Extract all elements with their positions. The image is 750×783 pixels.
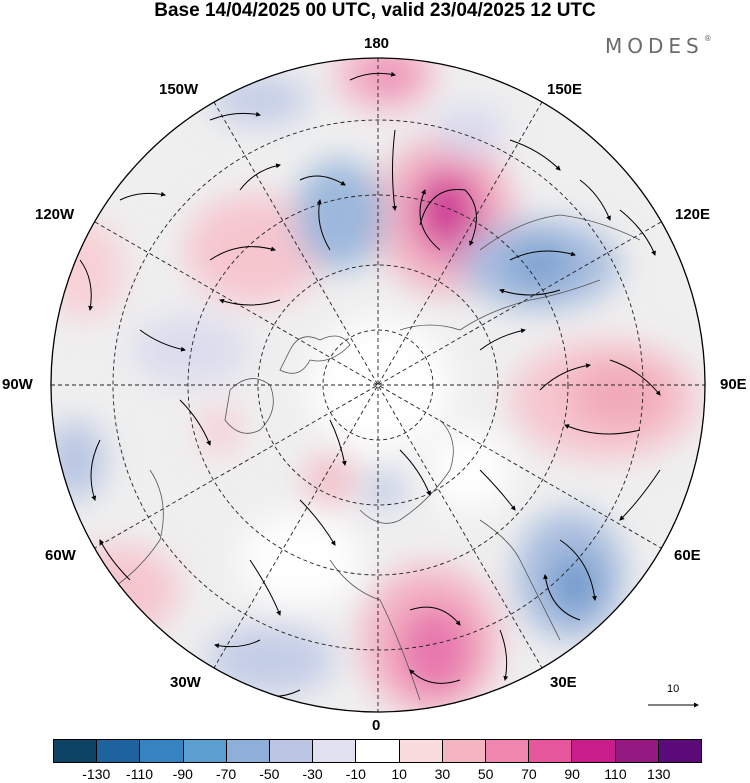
colorbar-swatch: [226, 740, 271, 762]
colorbar-tick-label: -30: [302, 766, 323, 782]
vector-scale-label: 10: [667, 683, 680, 695]
colorbar-tick-label: 110: [604, 766, 627, 782]
colorbar: [53, 739, 702, 763]
colorbar-swatch: [356, 740, 400, 762]
lon-label-30e: 30E: [550, 674, 577, 691]
colorbar-tick-label: -10: [345, 766, 366, 782]
graticule: [51, 58, 705, 712]
colorbar-tick-label: 30: [434, 766, 451, 782]
colorbar-swatch: [270, 740, 314, 762]
colorbar-swatch: [572, 740, 616, 762]
lon-label-120w: 120W: [35, 206, 75, 223]
colorbar-tick-label: 90: [564, 766, 580, 782]
colorbar-tick-label: -130: [82, 766, 111, 782]
lon-label-30w: 30W: [170, 674, 201, 691]
colorbar-tick-label: -50: [259, 766, 280, 782]
colorbar-swatch: [658, 740, 702, 762]
colorbar-swatch: [183, 740, 227, 762]
colorbar-swatch: [442, 740, 487, 762]
wind-vectors: [79, 71, 661, 699]
map-boundary: [50, 57, 706, 713]
colorbar-tick-label: 70: [521, 766, 537, 782]
colorbar-swatch: [399, 740, 443, 762]
modes-logo: MODES®: [605, 34, 712, 58]
colorbar-tick-label: -70: [215, 766, 237, 782]
colorbar-swatch: [54, 740, 98, 762]
colorbar-tick-label: -110: [126, 766, 154, 782]
registered-mark: ®: [703, 34, 712, 43]
colorbar-swatch: [140, 740, 184, 762]
anomaly-field: [51, 58, 705, 712]
colorbar-swatch: [615, 740, 659, 762]
colorbar-tick-label: 130: [647, 766, 671, 782]
lon-label-120e: 120E: [675, 206, 711, 223]
colorbar-swatch: [486, 740, 530, 762]
colorbar-swatch: [97, 740, 141, 762]
lon-label-90w: 90W: [2, 376, 33, 393]
map-title: Base 14/04/2025 00 UTC, valid 23/04/2025…: [154, 0, 596, 21]
lon-label-60w: 60W: [45, 547, 76, 564]
colorbar-tick-label: -90: [172, 766, 193, 782]
brand-name: MODES: [605, 34, 704, 58]
lon-label-90e: 90E: [720, 376, 747, 393]
lon-label-150e: 150E: [547, 81, 583, 98]
lon-label-60e: 60E: [674, 547, 701, 564]
colorbar-swatch: [529, 740, 573, 762]
lon-label-180: 180: [364, 35, 390, 52]
colorbar-tick-label: 10: [391, 766, 407, 782]
lon-label-0: 0: [372, 717, 381, 734]
colorbar-swatch: [313, 740, 357, 762]
colorbar-tick-label: 50: [477, 766, 494, 782]
lon-label-150w: 150W: [159, 81, 199, 98]
